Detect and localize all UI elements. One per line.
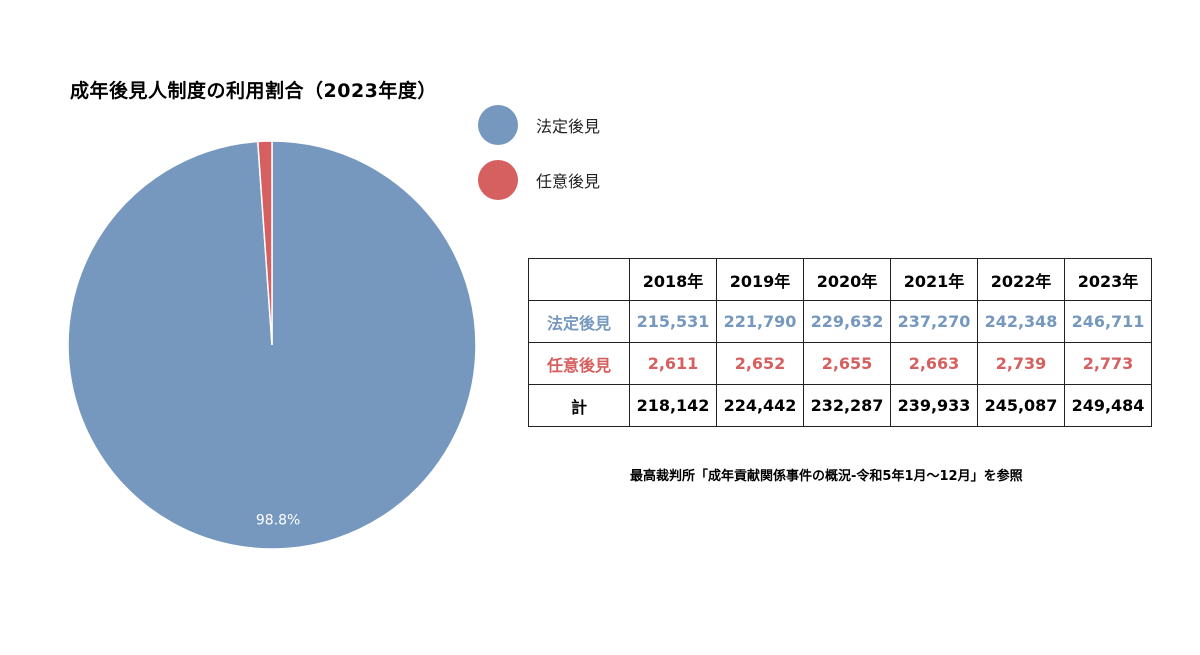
year-header: 2020年 bbox=[803, 258, 891, 301]
year-header: 2019年 bbox=[716, 258, 804, 301]
table-cell: 246,711 bbox=[1064, 300, 1152, 343]
row-label: 法定後見 bbox=[528, 300, 630, 343]
table-corner-cell bbox=[528, 258, 630, 301]
year-header: 2023年 bbox=[1064, 258, 1152, 301]
table-cell: 242,348 bbox=[977, 300, 1065, 343]
table-cell: 239,933 bbox=[890, 384, 978, 427]
table-row-total: 計 218,142 224,442 232,287 239,933 245,08… bbox=[528, 384, 1152, 427]
row-label: 計 bbox=[528, 384, 630, 427]
table-cell: 237,270 bbox=[890, 300, 978, 343]
chart-title: 成年後見人制度の利用割合（2023年度） bbox=[70, 80, 437, 102]
table-cell: 2,611 bbox=[629, 342, 717, 385]
table-cell: 218,142 bbox=[629, 384, 717, 427]
year-header: 2021年 bbox=[890, 258, 978, 301]
table-cell: 245,087 bbox=[977, 384, 1065, 427]
legend-label-voluntary: 任意後見 bbox=[536, 172, 601, 191]
table-cell: 2,652 bbox=[716, 342, 804, 385]
table-cell: 229,632 bbox=[803, 300, 891, 343]
table-row-statutory: 法定後見 215,531 221,790 229,632 237,270 242… bbox=[528, 300, 1152, 343]
table-cell: 232,287 bbox=[803, 384, 891, 427]
pie-chart: 98.8% bbox=[67, 140, 477, 550]
table-cell: 224,442 bbox=[716, 384, 804, 427]
table-cell: 2,663 bbox=[890, 342, 978, 385]
source-footnote: 最高裁判所「成年貢献関係事件の概況-令和5年1月〜12月」を参照 bbox=[630, 469, 1023, 484]
data-table: 2018年 2019年 2020年 2021年 2022年 2023年 法定後見… bbox=[528, 258, 1152, 427]
table-cell: 215,531 bbox=[629, 300, 717, 343]
table-cell: 2,773 bbox=[1064, 342, 1152, 385]
table-cell: 221,790 bbox=[716, 300, 804, 343]
legend-label-statutory: 法定後見 bbox=[536, 117, 601, 136]
legend: 法定後見 任意後見 bbox=[478, 100, 600, 210]
legend-swatch-voluntary bbox=[478, 160, 518, 200]
table-cell: 249,484 bbox=[1064, 384, 1152, 427]
year-header: 2018年 bbox=[629, 258, 717, 301]
legend-swatch-statutory bbox=[478, 105, 518, 145]
row-label: 任意後見 bbox=[528, 342, 630, 385]
legend-item-statutory: 法定後見 bbox=[478, 100, 600, 150]
pie-data-label: 98.8% bbox=[256, 512, 300, 528]
table-cell: 2,655 bbox=[803, 342, 891, 385]
pie-slice-voluntary bbox=[256, 140, 273, 346]
year-header: 2022年 bbox=[977, 258, 1065, 301]
table-cell: 2,739 bbox=[977, 342, 1065, 385]
table-header-row: 2018年 2019年 2020年 2021年 2022年 2023年 bbox=[528, 258, 1152, 301]
legend-item-voluntary: 任意後見 bbox=[478, 155, 600, 205]
table-row-voluntary: 任意後見 2,611 2,652 2,655 2,663 2,739 2,773 bbox=[528, 342, 1152, 385]
